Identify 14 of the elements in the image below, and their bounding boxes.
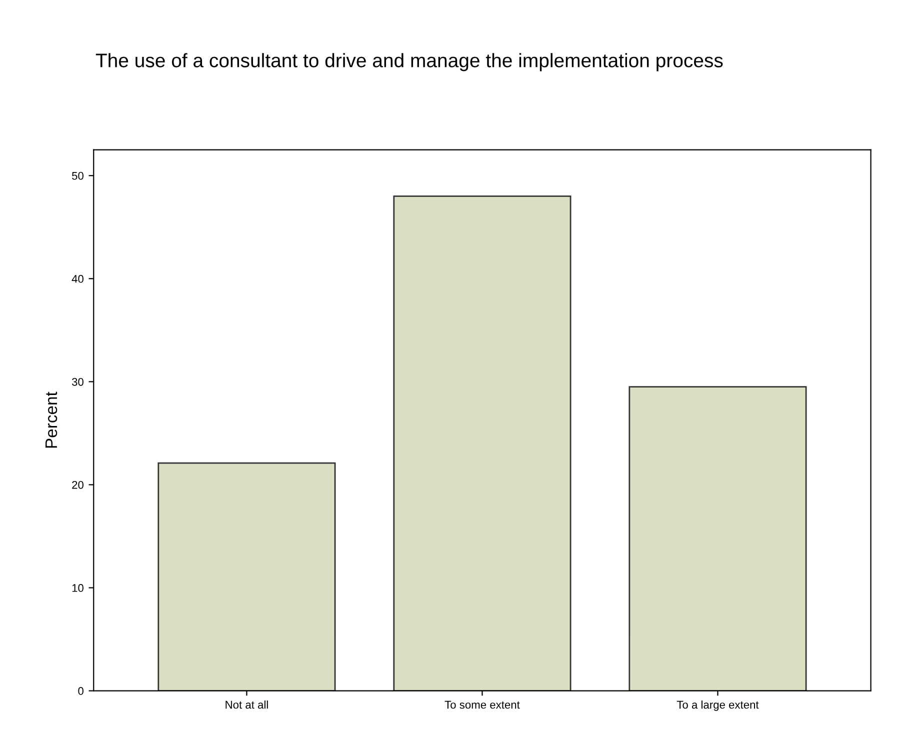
y-tick-label: 0 <box>78 687 84 695</box>
y-tick-label: 10 <box>72 584 84 592</box>
x-tick-label: To a large extent <box>676 700 759 711</box>
x-tick-label: To some extent <box>444 700 520 709</box>
y-tick-label: 50 <box>72 172 84 180</box>
bar <box>393 196 572 691</box>
bar <box>158 462 336 691</box>
x-tick-label: Not at all <box>226 700 268 709</box>
y-tick-label: 30 <box>72 378 84 386</box>
chart-title: The use of a consultant to drive and manage the implementation process <box>96 53 723 72</box>
y-tick-label: 20 <box>72 480 84 489</box>
y-axis-title: Percent <box>46 392 58 448</box>
bar <box>628 386 807 691</box>
y-tick-label: 40 <box>72 274 84 283</box>
